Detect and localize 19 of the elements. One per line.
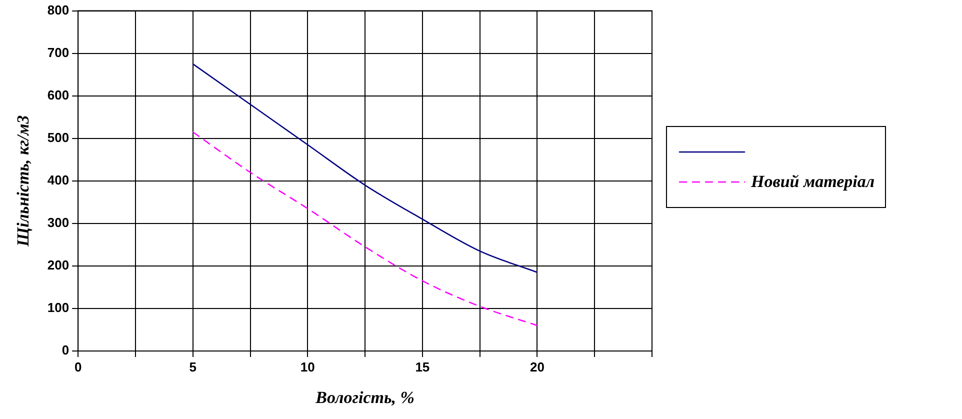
x-tick-label: 0 — [74, 359, 82, 374]
x-axis-title: Вологість, % — [314, 388, 414, 408]
x-tick-label: 20 — [530, 359, 544, 374]
y-tick-label: 600 — [47, 87, 70, 102]
x-tick-label: 5 — [189, 359, 196, 374]
y-tick-label: 500 — [47, 130, 70, 145]
x-tick-label: 15 — [415, 359, 430, 374]
y-tick-label: 200 — [47, 258, 70, 273]
y-axis-title: Щільність, кг/м3 — [14, 114, 33, 248]
y-tick-label: 0 — [62, 342, 70, 358]
x-tick-label: 10 — [300, 359, 315, 374]
y-tick-label: 400 — [47, 172, 70, 188]
y-tick-label: 300 — [47, 215, 70, 230]
line-series — [192, 63, 538, 273]
y-tick-label: 800 — [47, 2, 70, 18]
line-series — [192, 131, 538, 326]
legend-label: Новий матеріал — [751, 172, 875, 192]
y-tick-label: 100 — [47, 300, 70, 316]
y-tick-label: 700 — [47, 44, 70, 60]
